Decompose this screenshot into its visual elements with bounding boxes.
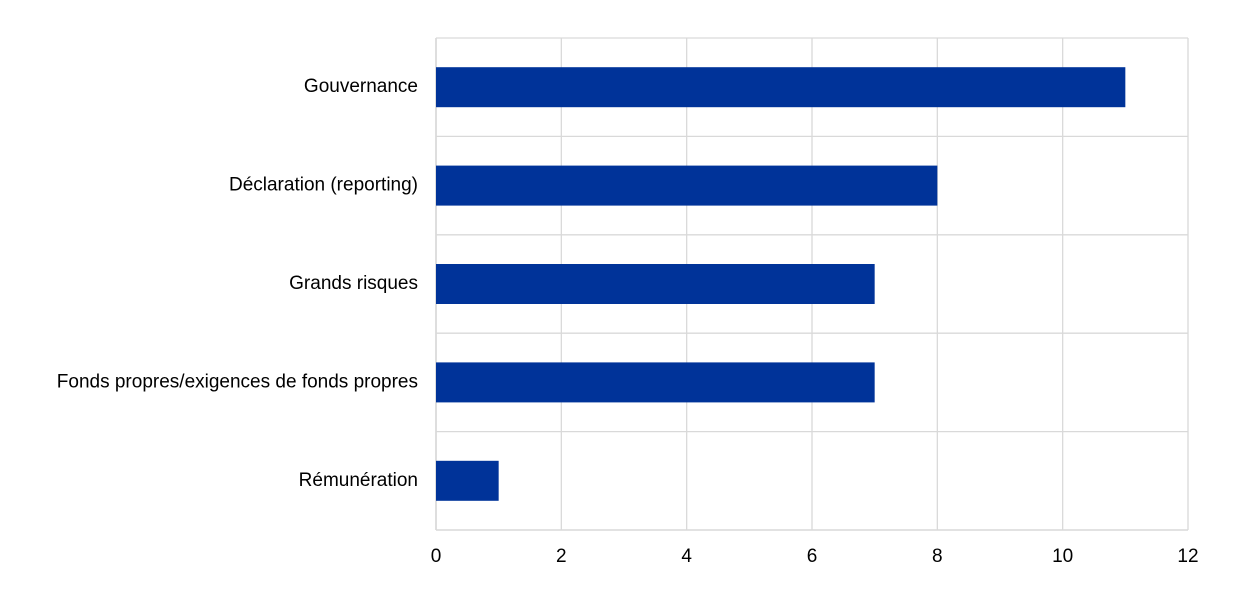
x-tick-label: 10 [1052, 546, 1073, 567]
bar [436, 264, 875, 304]
y-tick-label: Déclaration (reporting) [229, 175, 418, 196]
x-tick-label: 12 [1177, 546, 1198, 567]
y-tick-label: Fonds propres/exigences de fonds propres [57, 371, 418, 392]
bar [436, 362, 875, 403]
y-tick-label: Rémunération [299, 470, 418, 491]
bar [436, 165, 938, 206]
x-tick-label: 4 [681, 546, 692, 567]
x-tick-label: 6 [807, 546, 818, 567]
bar [436, 67, 1126, 108]
bar [436, 460, 499, 501]
x-tick-label: 8 [932, 546, 943, 567]
y-tick-label: Grands risques [289, 273, 418, 294]
y-tick-label: Gouvernance [304, 76, 418, 97]
x-tick-label: 2 [556, 546, 567, 567]
x-tick-label: 0 [431, 546, 442, 567]
